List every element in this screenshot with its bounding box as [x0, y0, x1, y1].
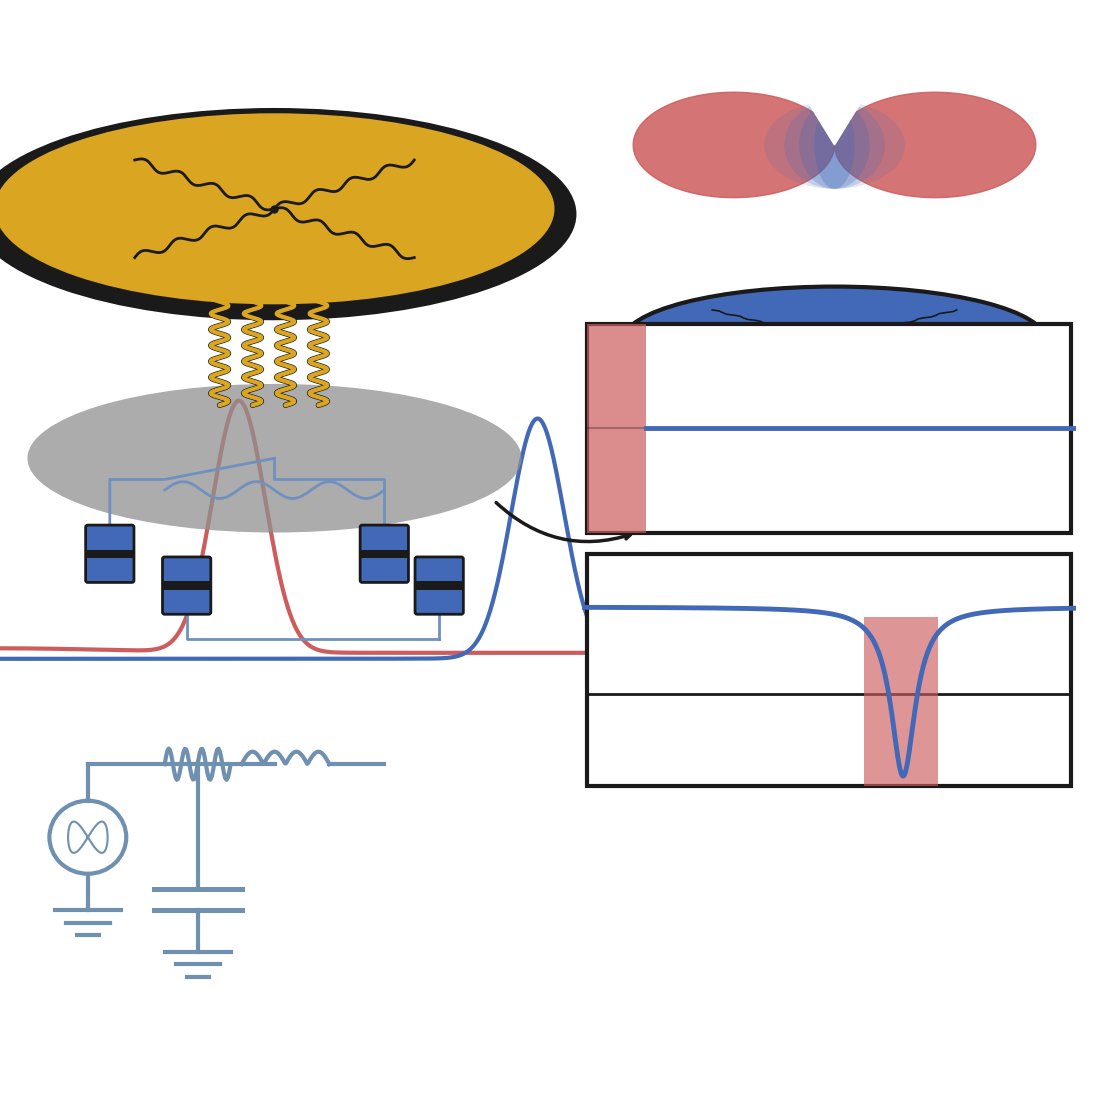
Bar — [587, 324, 647, 533]
FancyBboxPatch shape — [163, 557, 211, 614]
Ellipse shape — [624, 287, 1045, 394]
FancyBboxPatch shape — [587, 553, 1072, 786]
Bar — [360, 549, 408, 558]
Ellipse shape — [784, 101, 885, 189]
Ellipse shape — [764, 101, 905, 189]
FancyBboxPatch shape — [415, 557, 463, 614]
Ellipse shape — [27, 384, 522, 533]
Bar — [415, 581, 463, 590]
Polygon shape — [764, 31, 905, 145]
Ellipse shape — [0, 113, 554, 304]
Ellipse shape — [0, 108, 576, 321]
Bar — [86, 549, 134, 558]
FancyBboxPatch shape — [360, 525, 408, 582]
FancyBboxPatch shape — [587, 324, 1072, 533]
Bar — [163, 581, 211, 590]
Polygon shape — [634, 92, 834, 198]
Ellipse shape — [815, 101, 854, 189]
FancyBboxPatch shape — [86, 525, 134, 582]
Polygon shape — [834, 92, 1035, 198]
Bar — [863, 617, 938, 786]
Ellipse shape — [799, 101, 870, 189]
